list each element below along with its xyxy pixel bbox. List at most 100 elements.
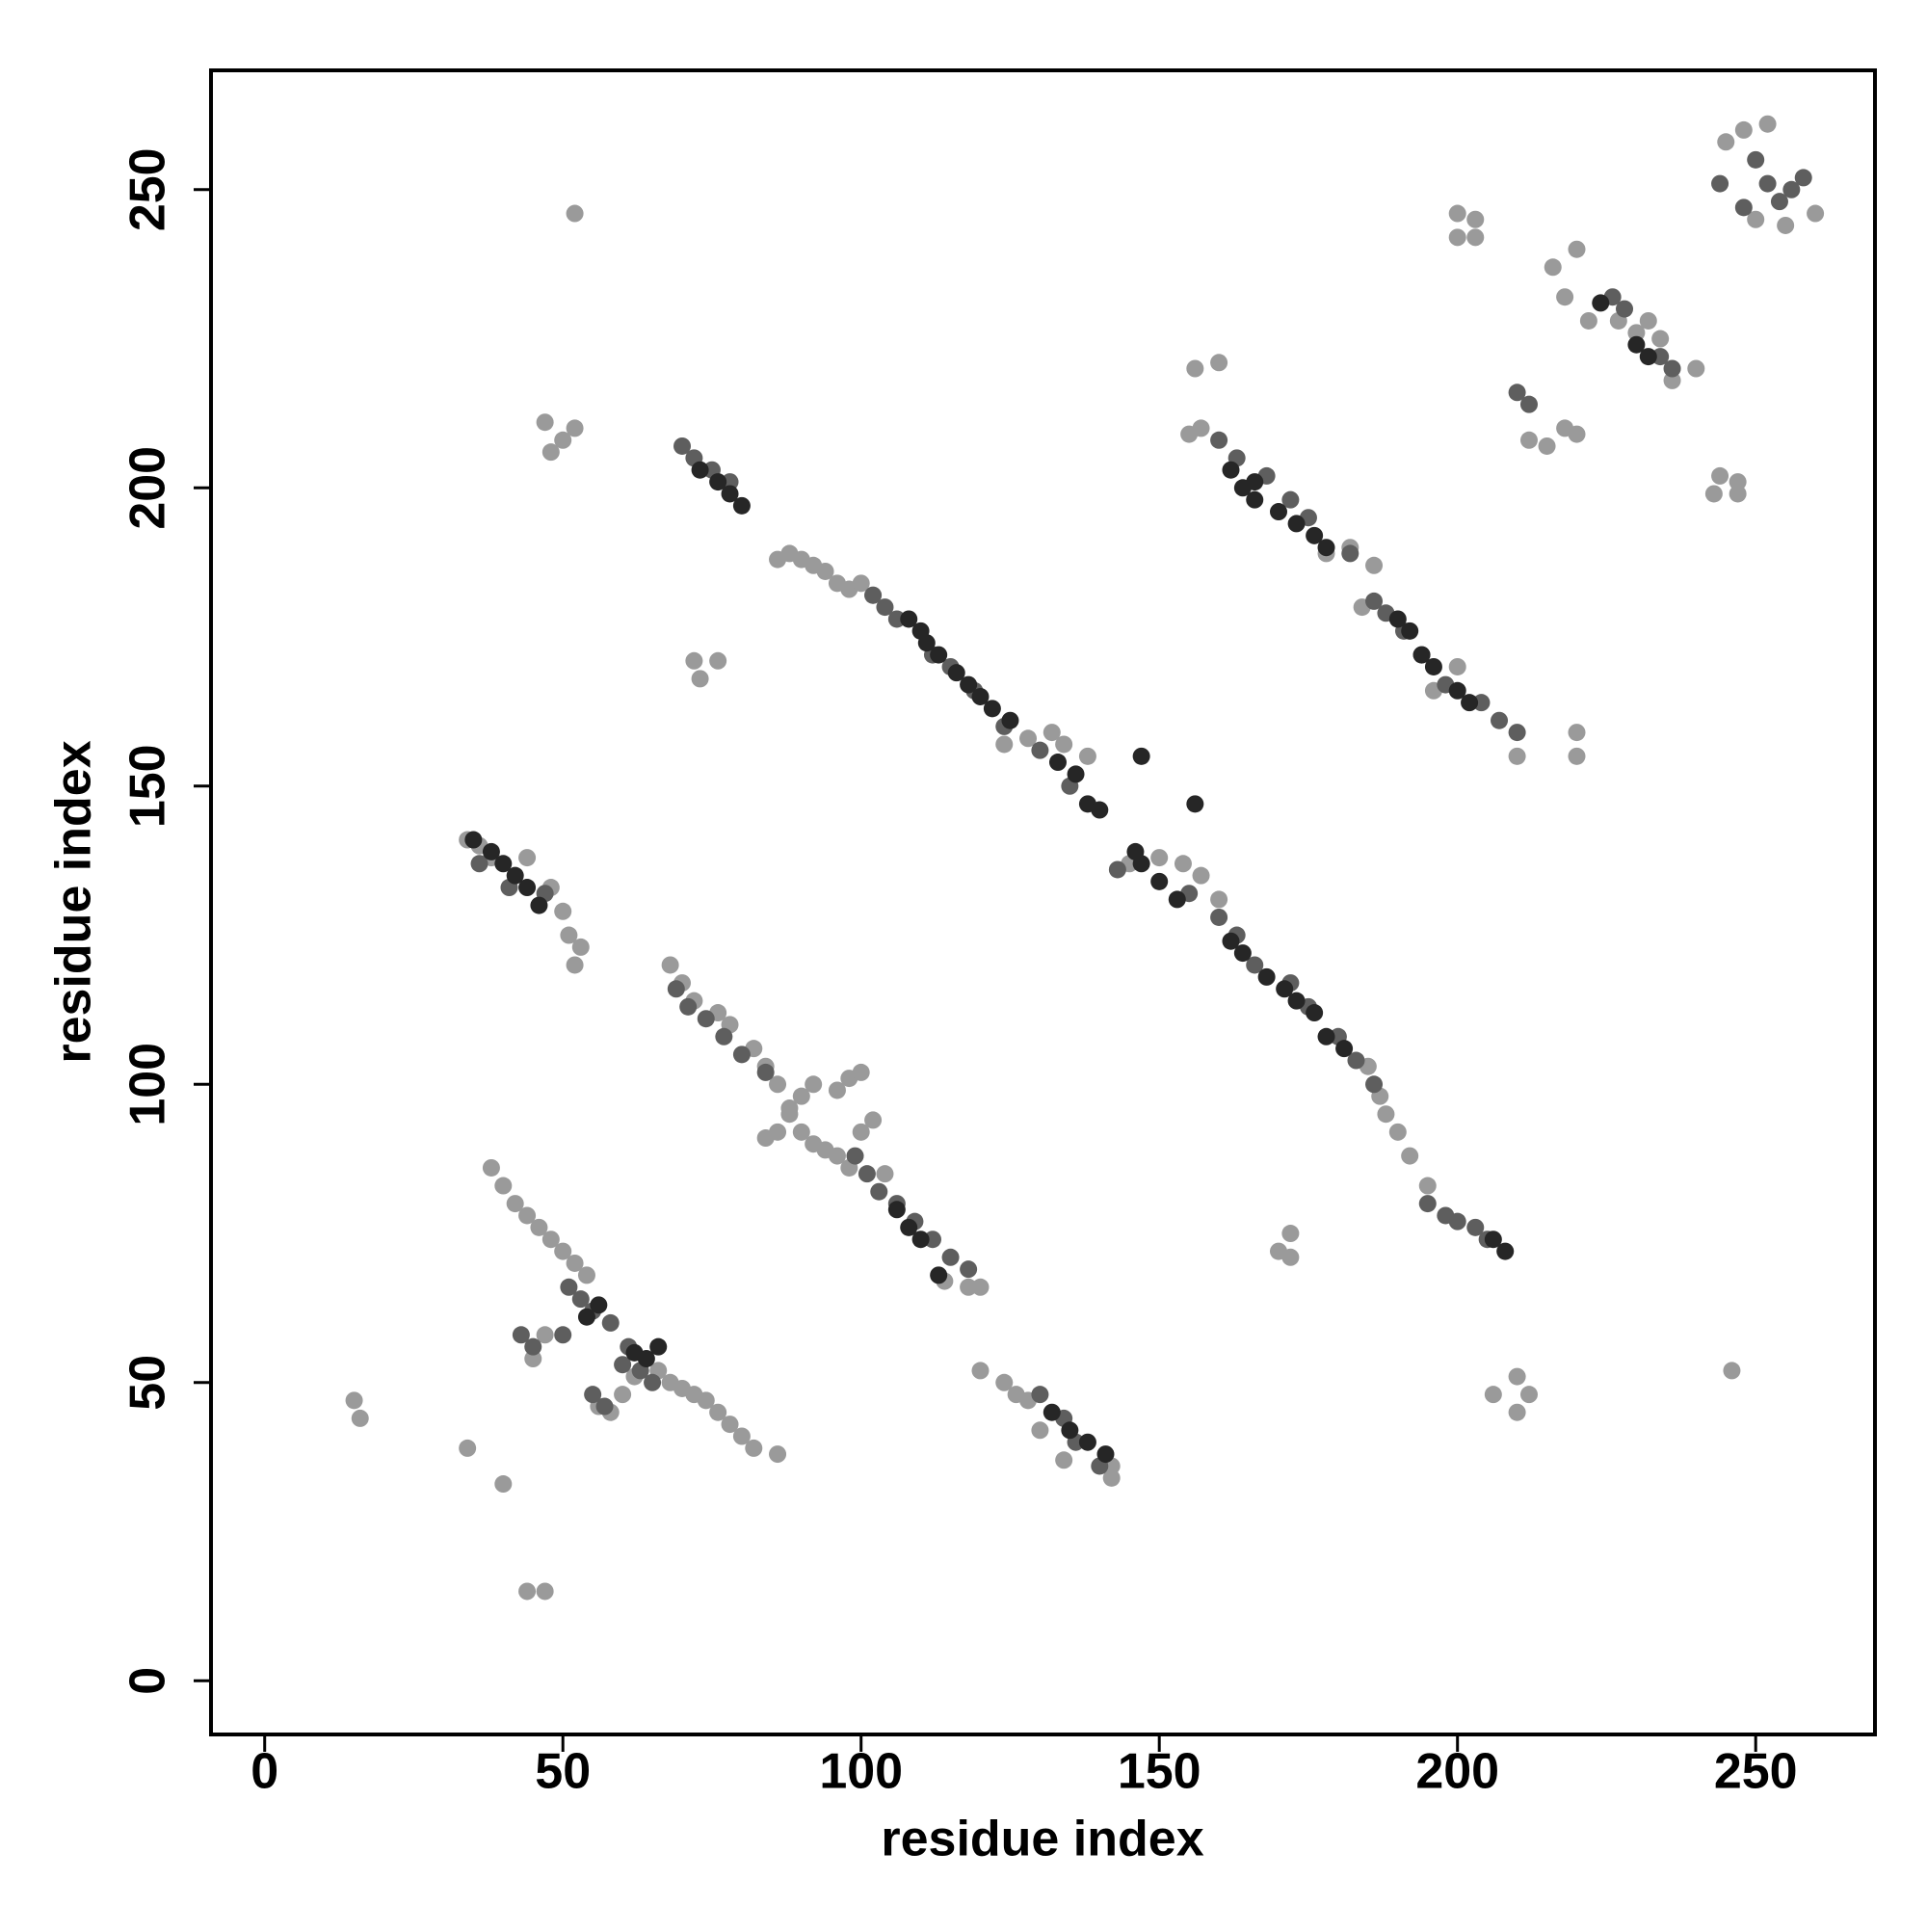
point bbox=[554, 431, 572, 449]
point bbox=[715, 1027, 733, 1045]
point bbox=[732, 496, 751, 515]
point bbox=[1448, 1212, 1466, 1231]
point bbox=[745, 1439, 763, 1457]
point bbox=[590, 1296, 608, 1314]
point bbox=[816, 562, 834, 580]
point bbox=[536, 1326, 554, 1344]
x-tick-label: 100 bbox=[819, 1744, 903, 1800]
point bbox=[614, 1356, 632, 1374]
point bbox=[1281, 1248, 1300, 1266]
point bbox=[876, 1165, 894, 1183]
point bbox=[1055, 735, 1073, 754]
point bbox=[1729, 485, 1747, 503]
point bbox=[1365, 592, 1384, 610]
point bbox=[1192, 866, 1210, 885]
point bbox=[1186, 795, 1204, 813]
point bbox=[1770, 193, 1788, 211]
point bbox=[930, 646, 948, 664]
point bbox=[1222, 461, 1240, 479]
point bbox=[960, 675, 978, 694]
point bbox=[1061, 1421, 1079, 1440]
point bbox=[1508, 724, 1526, 742]
y-tick-label: 100 bbox=[120, 1043, 176, 1126]
point bbox=[1466, 1218, 1485, 1236]
point bbox=[792, 1123, 810, 1141]
point bbox=[1210, 431, 1228, 449]
point bbox=[494, 1475, 513, 1494]
point bbox=[732, 1045, 751, 1064]
point bbox=[1043, 1403, 1061, 1421]
point bbox=[1246, 490, 1264, 509]
point bbox=[464, 831, 483, 849]
point bbox=[732, 1427, 751, 1445]
x-tick-label: 200 bbox=[1415, 1744, 1499, 1800]
point bbox=[756, 1129, 775, 1148]
point bbox=[1078, 747, 1096, 765]
point bbox=[960, 1278, 978, 1296]
y-tick-label: 150 bbox=[120, 744, 176, 828]
point bbox=[1031, 1421, 1049, 1440]
point bbox=[947, 664, 965, 682]
point bbox=[1723, 1362, 1741, 1380]
point bbox=[1807, 204, 1825, 223]
point bbox=[1150, 872, 1169, 890]
point bbox=[709, 651, 727, 670]
point bbox=[1222, 932, 1240, 950]
point bbox=[1150, 849, 1169, 867]
point bbox=[566, 1254, 584, 1272]
point bbox=[1412, 646, 1431, 664]
point bbox=[1306, 526, 1324, 544]
point bbox=[1067, 765, 1085, 783]
point bbox=[571, 938, 590, 956]
point bbox=[864, 1111, 883, 1129]
point bbox=[601, 1313, 620, 1332]
x-tick-label: 250 bbox=[1714, 1744, 1798, 1800]
point bbox=[1168, 890, 1186, 909]
point bbox=[1472, 694, 1491, 712]
point bbox=[494, 855, 513, 873]
point bbox=[858, 1165, 876, 1183]
point bbox=[470, 855, 488, 873]
y-tick-label: 250 bbox=[120, 147, 176, 231]
point bbox=[960, 1260, 978, 1279]
point bbox=[1758, 115, 1777, 133]
point bbox=[1484, 1386, 1502, 1404]
point bbox=[1108, 860, 1126, 879]
point bbox=[769, 1075, 787, 1094]
point bbox=[864, 586, 883, 604]
point bbox=[691, 670, 709, 688]
point bbox=[1019, 729, 1038, 748]
point bbox=[1466, 228, 1485, 247]
point bbox=[1616, 300, 1634, 318]
point bbox=[566, 419, 584, 437]
point bbox=[560, 1278, 578, 1296]
point bbox=[1538, 437, 1556, 455]
point bbox=[911, 1231, 930, 1249]
point bbox=[1627, 324, 1646, 342]
y-tick-label: 0 bbox=[120, 1667, 176, 1695]
point bbox=[1782, 180, 1801, 198]
point bbox=[1747, 210, 1765, 228]
point bbox=[1317, 1027, 1335, 1045]
point bbox=[1508, 384, 1526, 402]
point bbox=[1078, 1433, 1096, 1451]
point bbox=[661, 956, 679, 974]
point bbox=[541, 1231, 560, 1249]
point bbox=[1747, 150, 1765, 169]
point bbox=[1627, 335, 1646, 354]
point bbox=[1519, 431, 1538, 449]
point bbox=[887, 610, 906, 628]
point bbox=[566, 956, 584, 974]
point bbox=[1639, 348, 1657, 366]
point bbox=[1448, 681, 1466, 700]
point bbox=[1663, 371, 1681, 389]
point bbox=[971, 687, 990, 705]
point bbox=[637, 1350, 655, 1368]
point bbox=[983, 700, 1001, 718]
point bbox=[1508, 747, 1526, 765]
x-axis-title: residue index bbox=[881, 1812, 1203, 1867]
point bbox=[1491, 711, 1509, 729]
point bbox=[351, 1409, 369, 1427]
point bbox=[846, 1147, 864, 1165]
point bbox=[780, 1105, 799, 1124]
